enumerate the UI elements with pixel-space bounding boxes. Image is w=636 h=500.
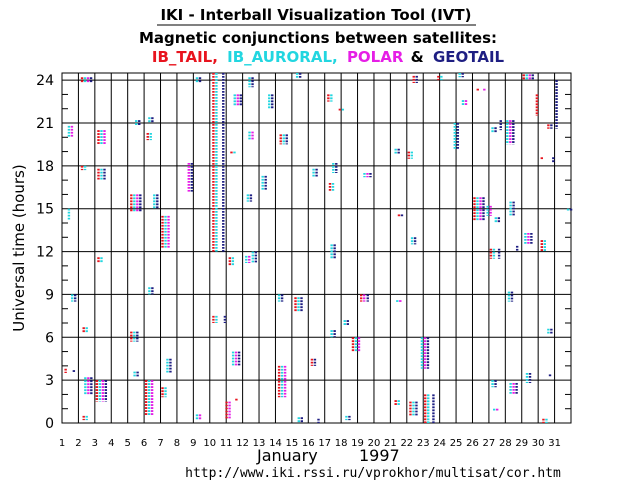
y-tick-label: 24 xyxy=(36,73,54,89)
legend-row: IB_TAIL, IB_AURORAL, POLAR & GEOTAIL xyxy=(152,48,505,66)
x-axis-month-label: January xyxy=(256,446,318,465)
y-tick-label: 21 xyxy=(36,116,54,132)
legend-geotail: GEOTAIL xyxy=(433,48,505,66)
y-tick-labels: 0 3 6 9 12 15 18 21 24 xyxy=(36,73,54,432)
x-tick-label: 31 xyxy=(548,438,561,449)
x-tick-label: 21 xyxy=(384,438,397,449)
x-tick-label: 15 xyxy=(286,438,299,449)
y-tick-label: 15 xyxy=(36,202,54,218)
x-tick-label: 20 xyxy=(368,438,381,449)
y-tick-label: 9 xyxy=(45,287,54,303)
x-tick-label: 4 xyxy=(108,438,114,449)
x-tick-label: 2 xyxy=(75,438,81,449)
x-tick-label: 17 xyxy=(318,438,331,449)
x-tick-label: 30 xyxy=(532,438,545,449)
y-axis-label: Universal time (hours) xyxy=(10,164,28,331)
x-tick-label: 29 xyxy=(515,438,528,449)
x-tick-label: 9 xyxy=(190,438,196,449)
x-tick-label: 14 xyxy=(269,438,282,449)
x-tick-label: 16 xyxy=(302,438,315,449)
y-tick-label: 3 xyxy=(45,373,54,389)
x-tick-label: 12 xyxy=(236,438,249,449)
x-tick-label: 26 xyxy=(466,438,479,449)
x-tick-label: 28 xyxy=(499,438,512,449)
chart-subtitle: Magnetic conjunctions between satellites… xyxy=(139,29,497,47)
x-axis-year-label: 1997 xyxy=(359,446,400,465)
y-tick-label: 0 xyxy=(45,416,54,432)
x-tick-label: 8 xyxy=(174,438,180,449)
legend-ib-auroral: IB_AURORAL, xyxy=(227,48,338,66)
x-tick-label: 10 xyxy=(203,438,216,449)
x-tick-label: 22 xyxy=(400,438,413,449)
legend-ib-tail: IB_TAIL, xyxy=(152,48,218,66)
x-tick-label: 5 xyxy=(124,438,130,449)
legend-polar: POLAR xyxy=(347,48,404,66)
x-tick-label: 18 xyxy=(335,438,348,449)
y-tick-label: 12 xyxy=(36,245,54,261)
x-tick-label: 7 xyxy=(157,438,163,449)
x-tick-labels: 1 2 3 4 5 6 7 8 9 10 11 12 13 14 15 16 17 18 19 20 21 22 23 24 2… xyxy=(59,438,561,449)
x-tick-label: 25 xyxy=(450,438,463,449)
x-tick-label: 27 xyxy=(483,438,496,449)
marks-layer xyxy=(64,73,573,423)
grid-layer xyxy=(61,72,572,424)
x-tick-label: 3 xyxy=(92,438,98,449)
legend-separator: & xyxy=(411,48,424,66)
x-tick-label: 11 xyxy=(220,438,233,449)
plot-frame xyxy=(61,72,572,424)
x-tick-label: 24 xyxy=(433,438,446,449)
y-tick-label: 6 xyxy=(45,330,54,346)
x-tick-label: 1 xyxy=(59,438,65,449)
source-url: http://www.iki.rssi.ru/vprokhor/multisat… xyxy=(185,466,561,481)
x-tick-label: 6 xyxy=(141,438,147,449)
x-tick-label: 13 xyxy=(253,438,266,449)
y-tick-label: 18 xyxy=(36,159,54,175)
x-tick-label: 19 xyxy=(351,438,364,449)
x-tick-label: 23 xyxy=(417,438,430,449)
tool-title: IKI - Interball Visualization Tool (IVT) xyxy=(160,6,471,24)
